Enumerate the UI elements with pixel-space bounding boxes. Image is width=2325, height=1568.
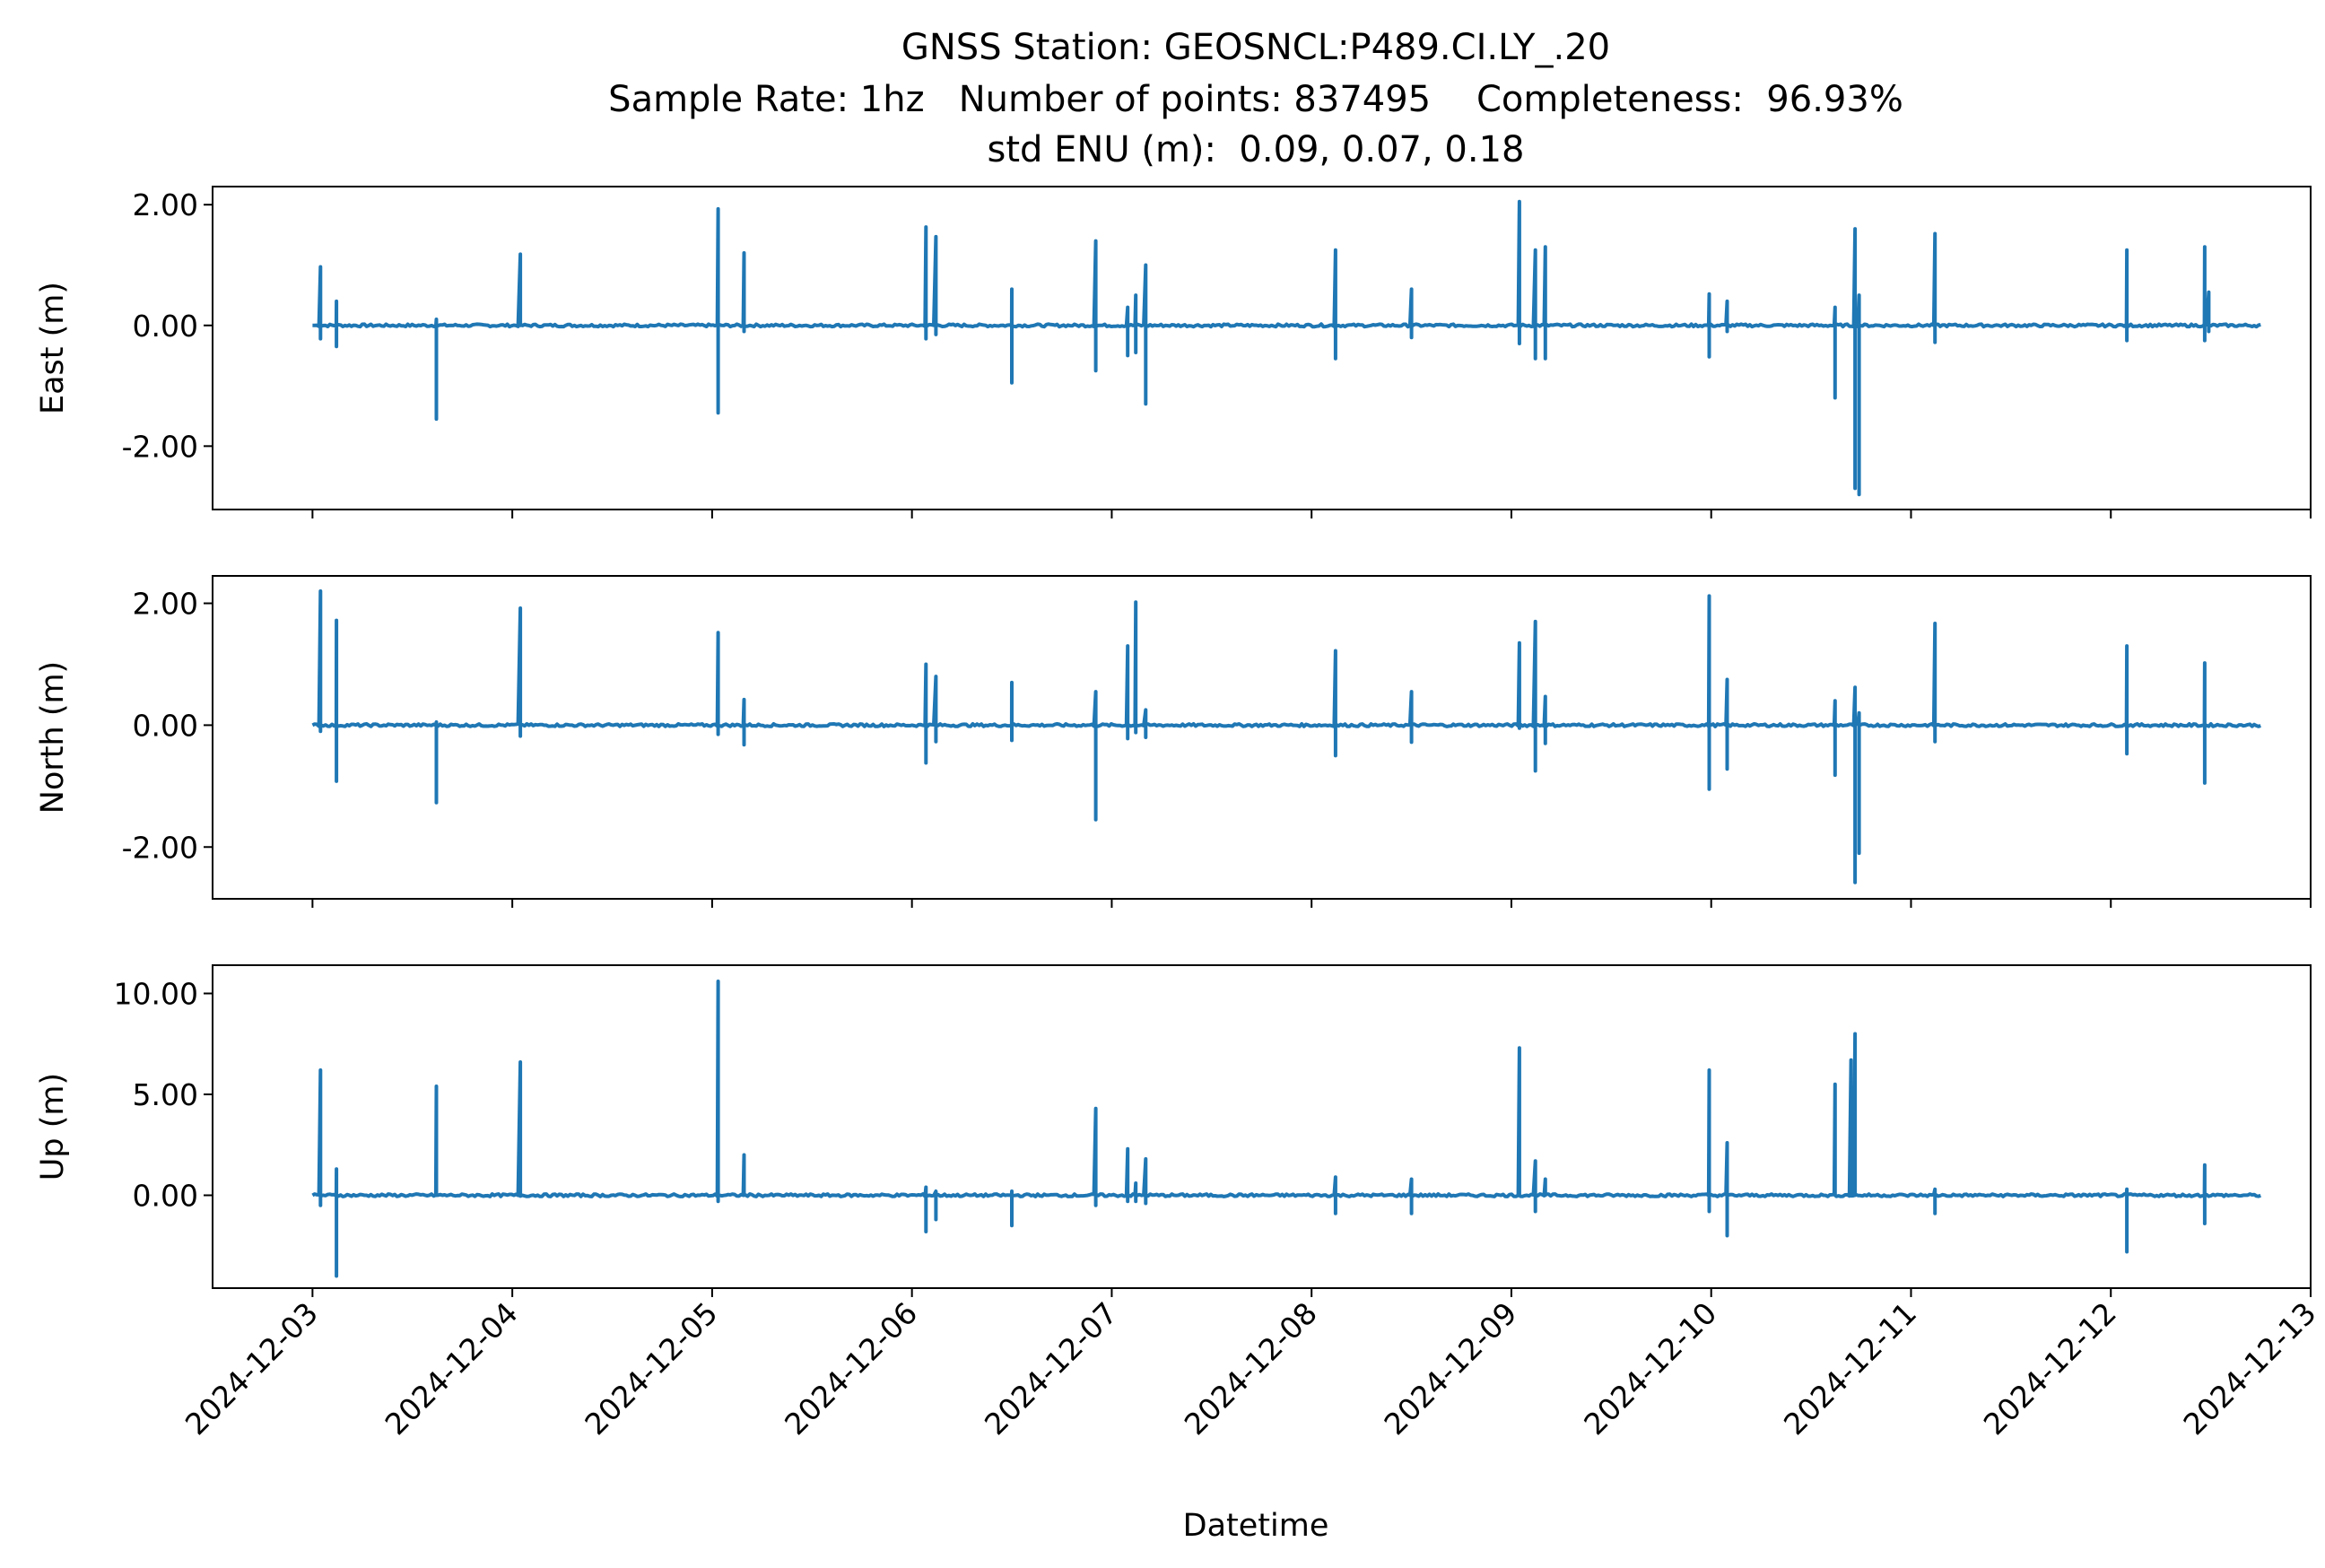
panel-north: 2.00 0.00 -2.00 North (m) bbox=[35, 575, 2312, 908]
y-tick-label: 0.00 bbox=[133, 1179, 198, 1214]
axes-frame bbox=[212, 964, 2312, 1289]
y-axis-label: North (m) bbox=[35, 661, 71, 814]
y-tick-label: 5.00 bbox=[133, 1077, 198, 1112]
y-axis-label: East (m) bbox=[35, 282, 71, 414]
series-line-north bbox=[311, 589, 2261, 884]
y-tick-label: 0.00 bbox=[133, 309, 198, 344]
title-line-stats: Sample Rate: 1hz Number of points: 83749… bbox=[608, 79, 1903, 120]
series-line-up bbox=[311, 980, 2262, 1278]
y-tick-label: -2.00 bbox=[122, 830, 198, 865]
y-tick-label: -2.00 bbox=[122, 429, 198, 464]
panel-up: 10.00 5.00 0.00 Up (m) bbox=[35, 964, 2312, 1297]
title-line-station: GNSS Station: GEOSNCL:P489.CI.LY_.20 bbox=[901, 27, 1610, 68]
y-axis-label: Up (m) bbox=[35, 1073, 71, 1180]
panel-east: 2.00 0.00 -2.00 East (m) bbox=[35, 186, 2312, 518]
x-axis-label: Datetime bbox=[1183, 1508, 1329, 1544]
series-line-east bbox=[312, 199, 2261, 497]
y-tick-label: 2.00 bbox=[133, 587, 198, 622]
axes-frame bbox=[212, 186, 2312, 510]
figure-title: GNSS Station: GEOSNCL:P489.CI.LY_.20 Sam… bbox=[608, 27, 1903, 170]
y-tick-label: 0.00 bbox=[133, 708, 198, 743]
y-tick-label: 2.00 bbox=[133, 187, 198, 222]
subplot-panels: 2.00 0.00 -2.00 East (m) 2.00 0.00 -2.00 North … bbox=[35, 186, 2312, 1297]
axes-frame bbox=[212, 575, 2312, 900]
title-line-std: std ENU (m): 0.09, 0.07, 0.18 bbox=[988, 129, 1525, 170]
y-tick-label: 10.00 bbox=[114, 977, 198, 1012]
